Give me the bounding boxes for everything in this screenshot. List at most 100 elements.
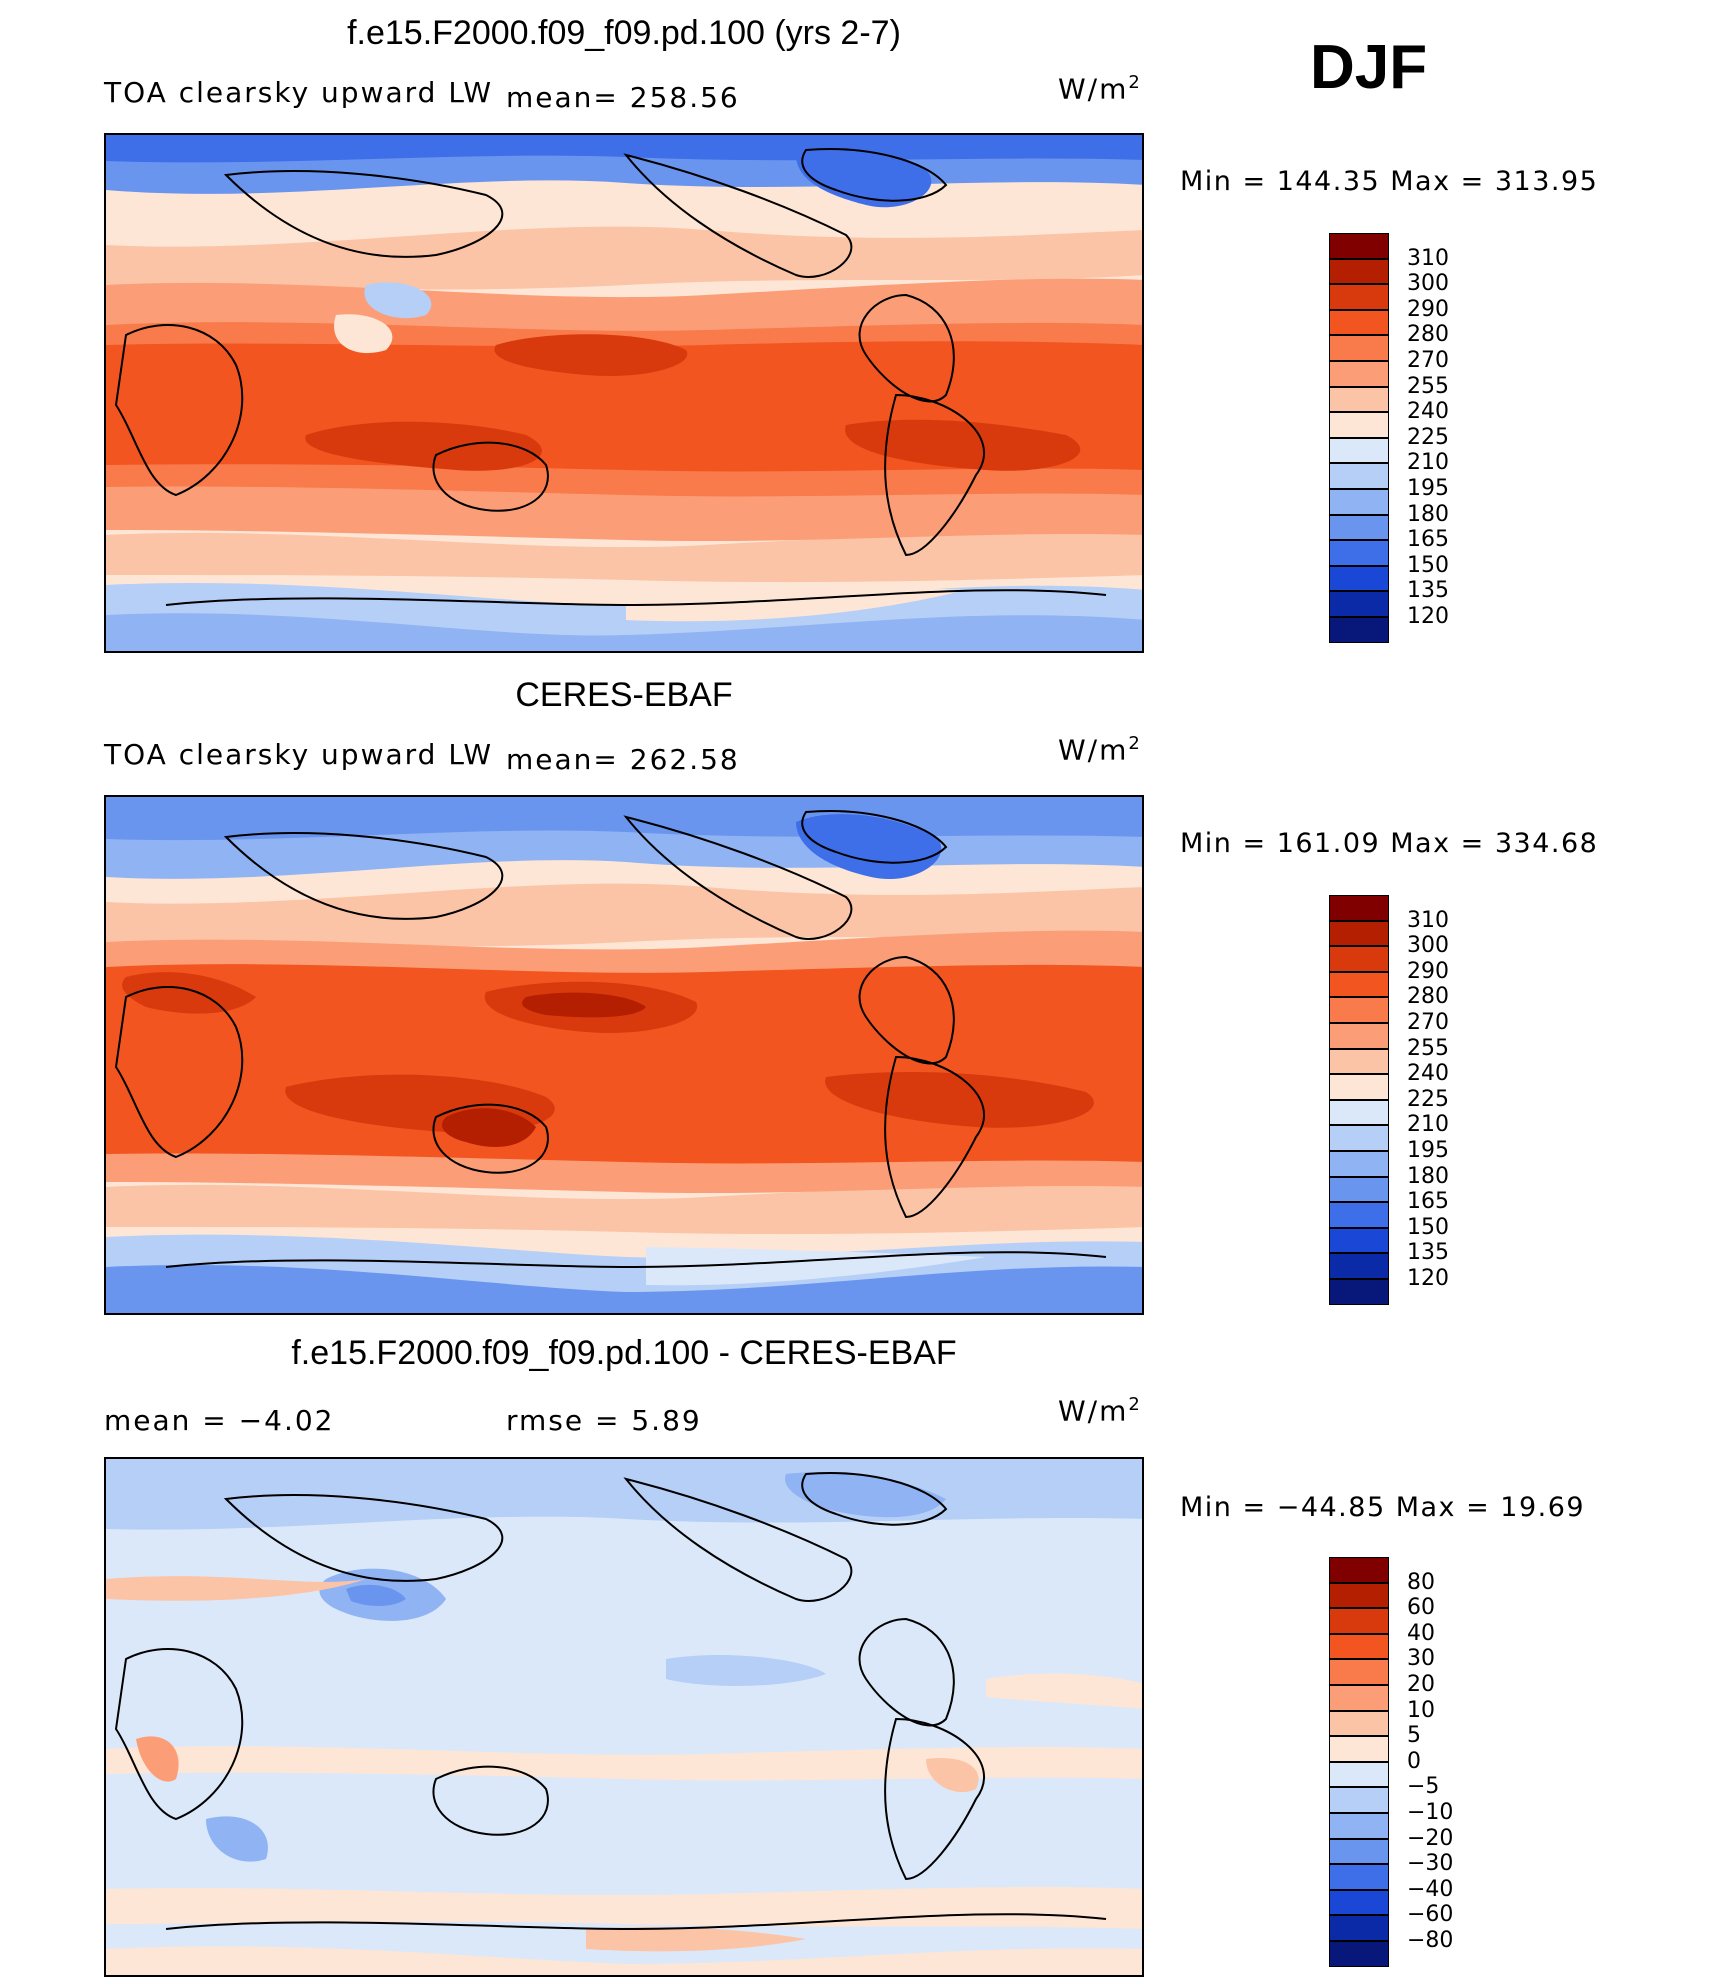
colorbar-tick-label: 255 xyxy=(1407,1035,1449,1061)
colorbar-tick-label: 5 xyxy=(1407,1723,1421,1749)
colorbar-tick-label: −5 xyxy=(1407,1774,1440,1800)
colorbar-tick-label: 0 xyxy=(1407,1748,1421,1774)
colorbar-swatch xyxy=(1329,1659,1389,1685)
season-label: DJF xyxy=(1310,33,1428,102)
colorbar-tick-label: 30 xyxy=(1407,1646,1435,1672)
colorbar-tick-label: 310 xyxy=(1407,907,1449,933)
colorbar-tick-label: 280 xyxy=(1407,322,1449,348)
colorbar-swatch xyxy=(1329,997,1389,1023)
colorbar-tick-label: 150 xyxy=(1407,552,1449,578)
colorbar-tick-label: 135 xyxy=(1407,1240,1449,1266)
colorbar-swatch xyxy=(1329,1608,1389,1634)
colorbar-swatch xyxy=(1329,361,1389,387)
colorbar-tick-label: 240 xyxy=(1407,399,1449,425)
colorbar-swatch xyxy=(1329,971,1389,998)
colorbar-swatch xyxy=(1329,335,1389,361)
colorbar-diff: 80 60 40 30 20 10 5 0 −5 −10 −20 −30 −40 −60 −80 xyxy=(1329,1557,1453,1967)
colorbar-tick-label: 165 xyxy=(1407,527,1449,553)
colorbar-swatch xyxy=(1329,514,1389,541)
colorbar-swatch xyxy=(1329,1074,1389,1100)
mean-label-model: mean= 258.56 xyxy=(506,81,740,114)
colorbar-swatch xyxy=(1329,233,1389,259)
colorbar-swatch xyxy=(1329,1633,1389,1660)
colorbar-obs: 310 300 290 280 270 255 240 225 210 195 180 165 150 1… xyxy=(1329,895,1449,1305)
colorbar-tick-label: 40 xyxy=(1407,1620,1435,1646)
colorbar-swatch xyxy=(1329,1557,1389,1583)
colorbar-swatch xyxy=(1329,437,1389,464)
colorbar-tick-label: −80 xyxy=(1407,1928,1454,1953)
colorbar-swatch xyxy=(1329,1202,1389,1228)
colorbar-swatch xyxy=(1329,1685,1389,1711)
colorbar-tick-label: 80 xyxy=(1407,1569,1435,1595)
colorbar-swatch xyxy=(1329,1787,1389,1813)
colorbar-tick-label: 300 xyxy=(1407,933,1449,959)
mean-label-obs: mean= 262.58 xyxy=(506,743,740,776)
colorbar-tick-label: 60 xyxy=(1407,1595,1435,1621)
colorbar-swatch xyxy=(1329,258,1389,285)
colorbar-tick-label: 225 xyxy=(1407,1086,1449,1112)
colorbar-tick-label: 135 xyxy=(1407,578,1449,604)
minmax-label-diff: Min = −44.85 Max = 19.69 xyxy=(1180,1492,1586,1523)
colorbar-swatch xyxy=(1329,1710,1389,1737)
colorbar-swatch xyxy=(1329,309,1389,336)
rmse-label-diff: rmse = 5.89 xyxy=(506,1404,702,1437)
colorbar-tick-label: 120 xyxy=(1407,1266,1449,1291)
colorbar-swatch xyxy=(1329,1761,1389,1788)
colorbar-tick-label: 210 xyxy=(1407,1112,1449,1138)
colorbar-swatch xyxy=(1329,920,1389,947)
panel-title-model: f.e15.F2000.f09_f09.pd.100 (yrs 2-7) xyxy=(347,14,901,52)
mean-label-diff: mean = −4.02 xyxy=(104,1404,335,1437)
colorbar-tick-label: −60 xyxy=(1407,1902,1454,1928)
colorbar-tick-label: 280 xyxy=(1407,984,1449,1010)
colorbar-tick-label: 210 xyxy=(1407,450,1449,476)
colorbar-tick-label: 240 xyxy=(1407,1061,1449,1087)
colorbar-tick-label: 180 xyxy=(1407,501,1449,527)
colorbar-swatch xyxy=(1329,1125,1389,1151)
colorbar-tick-label: −10 xyxy=(1407,1800,1454,1825)
colorbar-tick-label: 270 xyxy=(1407,348,1449,373)
colorbar-swatch xyxy=(1329,1253,1389,1279)
colorbar-swatch xyxy=(1329,489,1389,515)
colorbar-tick-label: 10 xyxy=(1407,1697,1435,1723)
colorbar-tick-label: 290 xyxy=(1407,296,1449,322)
unit-label-obs: W/m2 xyxy=(1058,733,1142,767)
colorbar-swatch xyxy=(1329,1176,1389,1203)
colorbar-tick-label: 225 xyxy=(1407,424,1449,450)
colorbar-model: 310 300 290 280 270 255 240 225 210 195 180 165 150 1… xyxy=(1329,233,1449,643)
colorbar-swatch xyxy=(1329,617,1389,643)
colorbar-tick-label: −20 xyxy=(1407,1825,1454,1851)
colorbar-swatch xyxy=(1329,1048,1389,1075)
colorbar-swatch xyxy=(1329,895,1389,921)
colorbar-swatch xyxy=(1329,284,1389,310)
unit-label-diff: W/m2 xyxy=(1058,1394,1142,1428)
panel-title-diff: f.e15.F2000.f09_f09.pd.100 - CERES-EBAF xyxy=(291,1334,957,1372)
colorbar-swatch xyxy=(1329,1582,1389,1609)
panel-title-obs: CERES-EBAF xyxy=(515,676,733,714)
colorbar-tick-label: 195 xyxy=(1407,476,1449,501)
colorbar-swatch xyxy=(1329,1736,1389,1762)
colorbar-tick-label: 165 xyxy=(1407,1189,1449,1215)
minmax-label-model: Min = 144.35 Max = 313.95 xyxy=(1180,166,1599,197)
map-diff xyxy=(104,1457,1144,1977)
colorbar-tick-label: 195 xyxy=(1407,1138,1449,1163)
colorbar-tick-label: 150 xyxy=(1407,1214,1449,1240)
colorbar-tick-label: 310 xyxy=(1407,245,1449,271)
colorbar-swatch xyxy=(1329,540,1389,566)
variable-label-model: TOA clearsky upward LW xyxy=(104,76,494,109)
colorbar-swatch xyxy=(1329,1151,1389,1177)
colorbar-swatch xyxy=(1329,1099,1389,1126)
colorbar-swatch xyxy=(1329,1941,1389,1967)
colorbar-swatch xyxy=(1329,1889,1389,1916)
unit-label-model: W/m2 xyxy=(1058,72,1142,106)
colorbar-swatch xyxy=(1329,1227,1389,1254)
colorbar-tick-label: 255 xyxy=(1407,373,1449,399)
colorbar-swatch xyxy=(1329,1864,1389,1890)
colorbar-swatch xyxy=(1329,463,1389,489)
colorbar-tick-label: 290 xyxy=(1407,958,1449,984)
colorbar-swatch xyxy=(1329,591,1389,617)
colorbar-tick-label: 120 xyxy=(1407,604,1449,629)
colorbar-swatch xyxy=(1329,386,1389,413)
colorbar-swatch xyxy=(1329,412,1389,438)
colorbar-swatch xyxy=(1329,1813,1389,1839)
minmax-label-obs: Min = 161.09 Max = 334.68 xyxy=(1180,828,1599,859)
